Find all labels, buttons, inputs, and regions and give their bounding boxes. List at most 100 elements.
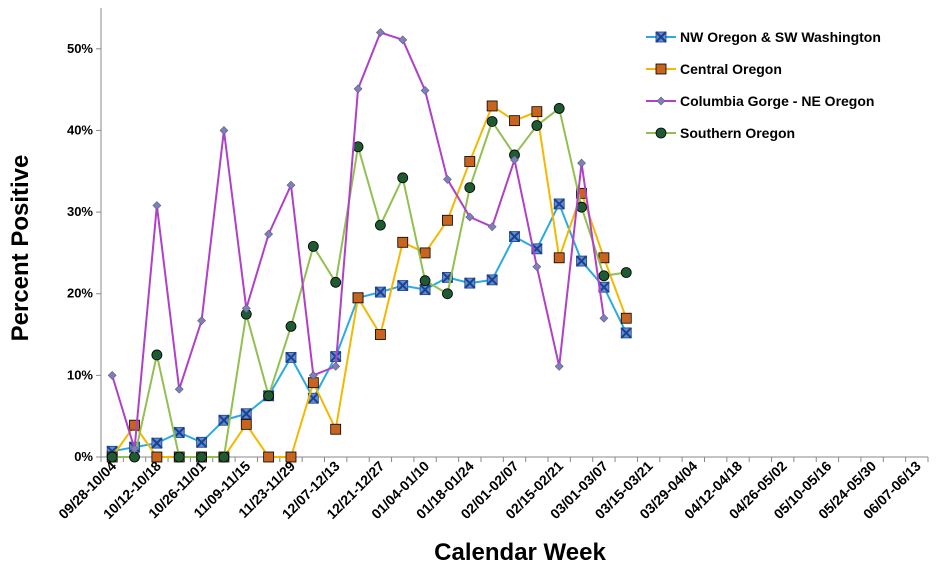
data-point — [241, 303, 251, 313]
data-point — [374, 286, 387, 298]
data-point — [464, 156, 476, 167]
data-point — [307, 240, 319, 252]
data-point — [152, 201, 162, 210]
data-point — [398, 35, 408, 45]
data-point — [374, 219, 386, 231]
data-point — [486, 100, 498, 112]
series-1 — [106, 198, 632, 457]
legend-label: NW Oregon & SW Washington — [680, 29, 881, 45]
data-point — [308, 370, 318, 380]
x-axis-ticks: 09/28-10/0410/12-10/1810/26-11/0111/09-1… — [55, 457, 929, 522]
data-point — [352, 292, 364, 304]
data-point — [553, 198, 565, 210]
data-point — [107, 370, 117, 380]
data-point — [375, 28, 385, 37]
legend-marker — [655, 31, 667, 43]
data-point — [599, 313, 609, 323]
data-point — [486, 116, 498, 127]
data-point — [151, 451, 163, 463]
data-point — [330, 276, 342, 288]
series-2 — [106, 100, 632, 463]
data-point — [151, 437, 163, 449]
series-line — [112, 107, 627, 458]
data-point — [173, 426, 185, 439]
data-point — [554, 361, 564, 371]
data-point — [218, 414, 230, 426]
series-3 — [107, 28, 609, 454]
data-point — [218, 451, 230, 463]
data-point — [531, 120, 543, 131]
data-point — [509, 115, 520, 127]
legend-item: Southern Oregon — [646, 125, 795, 141]
y-axis-title: Percent Positive — [7, 155, 34, 342]
data-point — [464, 277, 476, 289]
y-axis-ticks: 0% 10% 20% 30% 40% 50% — [67, 41, 101, 464]
y-tick-label: 30% — [67, 204, 93, 219]
data-point — [620, 312, 632, 324]
data-point — [173, 451, 185, 463]
legend-item: Columbia Gorge - NE Oregon — [646, 93, 874, 109]
series-line — [111, 31, 605, 450]
series-layer — [106, 28, 632, 463]
data-point — [219, 126, 229, 135]
y-tick-label: 50% — [67, 41, 93, 56]
data-point — [531, 106, 543, 118]
legend-marker — [656, 96, 666, 106]
data-point — [486, 274, 498, 286]
data-point — [330, 423, 342, 435]
y-tick-label: 20% — [67, 286, 93, 301]
series-4 — [106, 103, 632, 463]
x-axis-title: Calendar Week — [434, 539, 606, 566]
data-point — [353, 84, 363, 94]
series-line — [111, 104, 628, 458]
data-point — [510, 155, 519, 165]
data-point — [487, 222, 497, 232]
data-point — [397, 279, 409, 292]
y-tick-label: 10% — [67, 367, 93, 382]
data-point — [419, 247, 431, 259]
data-point — [465, 212, 475, 222]
data-point — [442, 288, 453, 300]
legend-label: Columbia Gorge - NE Oregon — [680, 93, 874, 109]
legend: NW Oregon & SW Washington Central Oregon C… — [646, 29, 881, 141]
data-point — [598, 270, 610, 282]
data-point — [508, 230, 521, 243]
data-point — [397, 236, 409, 248]
data-point — [374, 329, 386, 340]
data-point — [620, 327, 632, 339]
data-point — [575, 255, 588, 267]
data-point — [553, 103, 565, 114]
legend-label: Southern Oregon — [680, 125, 795, 141]
data-point — [285, 451, 297, 463]
axes — [100, 8, 928, 458]
series-line — [111, 202, 628, 453]
data-point — [420, 86, 430, 95]
data-point — [419, 283, 431, 296]
data-point — [263, 390, 275, 402]
data-point — [532, 262, 542, 272]
data-point — [577, 158, 586, 168]
data-point — [397, 172, 409, 184]
data-point — [130, 444, 139, 454]
data-point — [151, 349, 163, 361]
data-point — [129, 451, 140, 463]
data-point — [620, 267, 632, 278]
data-point — [331, 361, 341, 371]
data-point — [442, 214, 453, 226]
legend-item: NW Oregon & SW Washington — [646, 29, 881, 45]
data-point — [286, 180, 296, 190]
data-point — [196, 451, 207, 463]
data-point — [464, 182, 476, 194]
data-point — [285, 320, 297, 332]
data-point — [195, 436, 208, 449]
data-point — [553, 252, 565, 264]
data-point — [129, 419, 140, 431]
legend-marker — [655, 63, 667, 75]
data-point — [443, 175, 452, 184]
y-tick-label: 0% — [74, 449, 93, 464]
y-tick-label: 40% — [67, 122, 93, 137]
data-point — [197, 316, 207, 326]
legend-label: Central Oregon — [680, 61, 782, 77]
legend-item: Central Oregon — [646, 61, 782, 77]
